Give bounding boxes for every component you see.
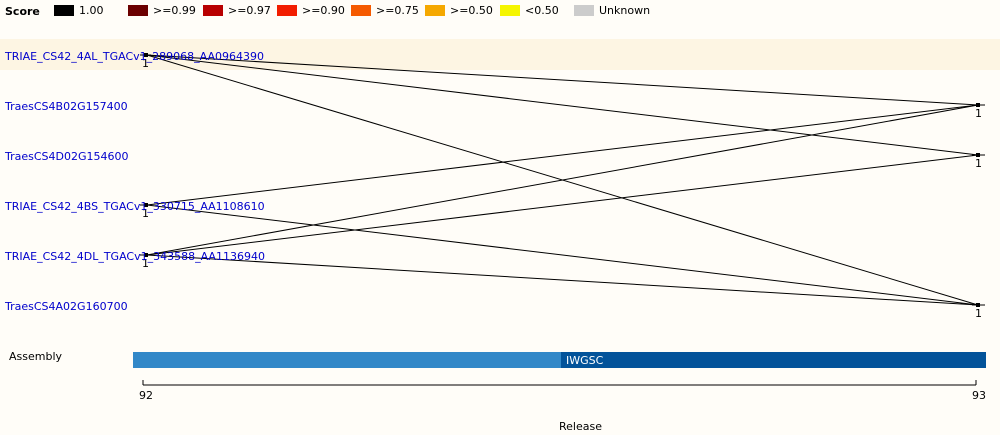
- legend-swatch-unknown: [574, 5, 594, 16]
- legend-label-0-75: >=0.75: [376, 4, 419, 17]
- legend-label-0-99: >=0.99: [153, 4, 196, 17]
- legend-swatch-1-00: [54, 5, 74, 16]
- gene-link-4bs[interactable]: TRIAE_CS42_4BS_TGACv1_330715_AA1108610: [5, 200, 265, 213]
- right-copy-label-4a: 1: [975, 307, 982, 320]
- release-tick-label-93: 93: [972, 389, 986, 402]
- left-marker-4bs: [144, 203, 148, 207]
- legend-label-1-00: 1.00: [79, 4, 104, 17]
- score-legend: Score 1.00 >=0.99 >=0.97 >=0.90 >=0.75 >…: [0, 0, 1000, 22]
- right-marker-4b: [976, 103, 980, 107]
- right-marker-4a: [976, 303, 980, 307]
- gene-link-4d[interactable]: TraesCS4D02G154600: [5, 150, 129, 163]
- highlighted-row: [0, 39, 1000, 70]
- right-marker-4d: [976, 153, 980, 157]
- legend-label-0-50: >=0.50: [450, 4, 493, 17]
- link-4dl-to-4a: [146, 254, 979, 306]
- legend-swatch-0-90: [277, 5, 297, 16]
- assembly-bar-release-92: [133, 352, 561, 368]
- left-copy-label-4bs: 1: [142, 207, 149, 220]
- link-4al-to-4d: [146, 54, 979, 156]
- gene-link-4dl[interactable]: TRIAE_CS42_4DL_TGACv1_343588_AA1136940: [5, 250, 265, 263]
- legend-label-0-97: >=0.97: [228, 4, 271, 17]
- legend-label-lt-0-50: <0.50: [525, 4, 559, 17]
- left-marker-4al: [144, 53, 148, 57]
- link-4bs-to-4a: [146, 204, 979, 306]
- release-axis-title: Release: [559, 420, 602, 433]
- legend-swatch-0-99: [128, 5, 148, 16]
- legend-swatch-0-97: [203, 5, 223, 16]
- link-4dl-to-4d: [146, 154, 979, 256]
- gene-link-4al[interactable]: TRIAE_CS42_4AL_TGACv1_289068_AA0964390: [5, 50, 264, 63]
- legend-title: Score: [5, 5, 40, 18]
- link-4bs-to-4b: [146, 104, 979, 206]
- link-4dl-to-4b: [146, 104, 979, 256]
- left-copy-label-4dl: 1: [142, 257, 149, 270]
- gene-link-4a[interactable]: TraesCS4A02G160700: [5, 300, 128, 313]
- release-tick-label-92: 92: [139, 389, 153, 402]
- assembly-bar-release-93: [561, 352, 986, 368]
- legend-label-unknown: Unknown: [599, 4, 651, 17]
- right-copy-label-4d: 1: [975, 157, 982, 170]
- left-copy-label-4al: 1: [142, 57, 149, 70]
- legend-label-0-90: >=0.90: [302, 4, 345, 17]
- legend-swatch-0-75: [351, 5, 371, 16]
- left-marker-4dl: [144, 253, 148, 257]
- right-copy-label-4b: 1: [975, 107, 982, 120]
- legend-swatch-0-50: [425, 5, 445, 16]
- assembly-name: IWGSC: [566, 354, 604, 367]
- legend-swatch-lt-0-50: [500, 5, 520, 16]
- link-4al-to-4b: [146, 54, 979, 106]
- gene-link-4b[interactable]: TraesCS4B02G157400: [5, 100, 128, 113]
- assembly-label: Assembly: [9, 350, 63, 363]
